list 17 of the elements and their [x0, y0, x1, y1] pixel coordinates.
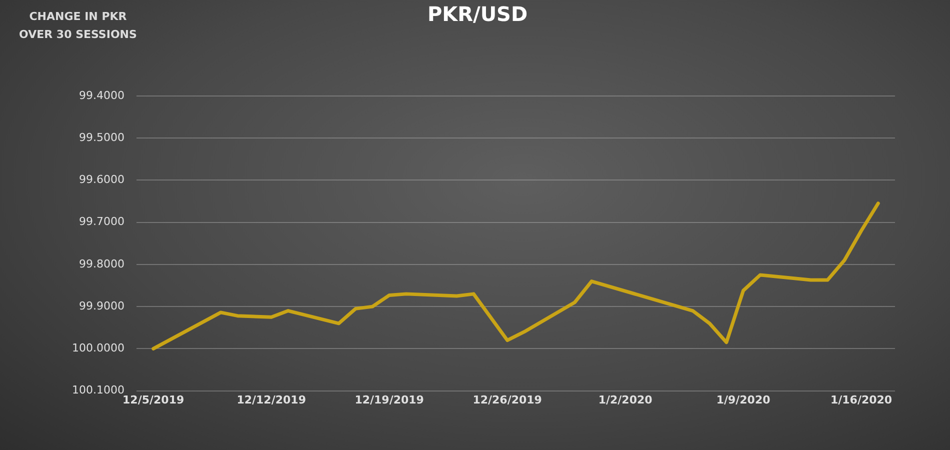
x-tick-label: 12/5/2019: [122, 393, 184, 406]
x-tick-label: 12/26/2019: [472, 393, 542, 406]
y-tick-label: 100.1000: [72, 384, 124, 397]
chart-title: PKR/USD: [427, 2, 528, 26]
x-tick-label: 12/12/2019: [236, 393, 306, 406]
y-tick-label: 99.7000: [78, 215, 124, 228]
y-tick-label: 99.8000: [78, 257, 124, 270]
y-tick-label: 100.0000: [72, 342, 124, 355]
x-tick-label: 1/16/2020: [830, 393, 892, 406]
y-axis-title: CHANGE IN PKR OVER 30 SESSIONS: [18, 9, 138, 43]
y-tick-label: 99.6000: [78, 173, 124, 186]
y-tick-label: 99.9000: [78, 299, 124, 312]
x-tick-label: 12/19/2019: [354, 393, 424, 406]
y-tick-label: 99.5000: [78, 130, 124, 144]
y-tick-label: 99.4000: [78, 88, 124, 102]
x-tick-label: 1/9/2020: [716, 393, 771, 406]
x-tick-label: 1/2/2020: [598, 393, 653, 406]
